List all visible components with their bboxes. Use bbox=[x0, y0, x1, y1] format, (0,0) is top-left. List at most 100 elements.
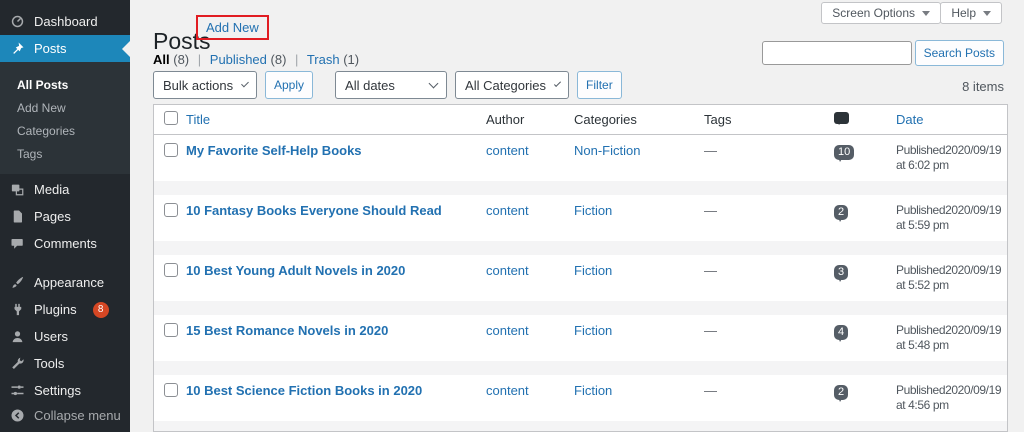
post-title-link[interactable]: 10 Best Young Adult Novels in 2020 bbox=[186, 263, 406, 278]
post-title-link[interactable]: 15 Best Romance Novels in 2020 bbox=[186, 323, 389, 338]
chevron-down-icon bbox=[241, 79, 249, 87]
sidebar-item-media[interactable]: Media bbox=[0, 176, 130, 203]
sidebar-item-plugins[interactable]: Plugins 8 bbox=[0, 296, 130, 323]
collapse-menu-button[interactable]: Collapse menu bbox=[0, 402, 130, 429]
chevron-down-icon bbox=[922, 10, 930, 16]
help-button[interactable]: Help bbox=[940, 2, 1002, 24]
table-row: My Favorite Self-Help Books content Non-… bbox=[154, 135, 1007, 195]
submenu-item-categories[interactable]: Categories bbox=[17, 124, 76, 138]
chevron-down-icon bbox=[428, 78, 439, 88]
row-checkbox[interactable] bbox=[164, 323, 178, 337]
sidebar-item-comments[interactable]: Comments bbox=[0, 230, 130, 257]
sidebar-item-pages[interactable]: Pages bbox=[0, 203, 130, 230]
chevron-down-icon bbox=[553, 79, 562, 87]
search-input[interactable] bbox=[762, 41, 912, 65]
table-row: 15 Best Romance Novels in 2020 content F… bbox=[154, 315, 1007, 375]
row-checkbox[interactable] bbox=[164, 383, 178, 397]
category-link[interactable]: Non-Fiction bbox=[574, 143, 641, 158]
sidebar-item-users[interactable]: Users bbox=[0, 323, 130, 350]
post-title-link[interactable]: 10 Best Science Fiction Books in 2020 bbox=[186, 383, 423, 398]
row-checkbox[interactable] bbox=[164, 263, 178, 277]
table-header-row: Title Author Categories Tags Date bbox=[154, 105, 1007, 135]
collapse-arrow-icon bbox=[9, 408, 25, 424]
sidebar-item-label: Tools bbox=[34, 356, 65, 371]
submenu-item-all-posts[interactable]: All Posts bbox=[17, 78, 69, 92]
sidebar-item-dashboard[interactable]: Dashboard bbox=[0, 8, 130, 35]
sidebar-item-settings[interactable]: Settings bbox=[0, 377, 130, 404]
date-cell: Published2020/09/19 at 5:48 pm bbox=[896, 323, 1002, 352]
author-link[interactable]: content bbox=[486, 143, 529, 158]
row-checkbox[interactable] bbox=[164, 203, 178, 217]
author-link[interactable]: content bbox=[486, 383, 529, 398]
author-link[interactable]: content bbox=[486, 203, 529, 218]
all-dates-select[interactable]: All dates bbox=[335, 71, 448, 99]
filter-button[interactable]: Filter bbox=[577, 71, 622, 99]
collapse-menu-label: Collapse menu bbox=[34, 408, 121, 423]
comment-count-bubble[interactable]: 10 bbox=[834, 145, 855, 162]
view-trash-count: (1) bbox=[343, 52, 360, 67]
date-cell: Published2020/09/19 at 5:52 pm bbox=[896, 263, 1002, 292]
categories-header: Categories bbox=[574, 112, 637, 127]
chevron-down-icon bbox=[983, 10, 991, 16]
list-toolbar: Bulk actions Apply All dates All Categor… bbox=[153, 71, 622, 99]
table-row: 10 Best Young Adult Novels in 2020 conte… bbox=[154, 255, 1007, 315]
sidebar-item-label: Dashboard bbox=[34, 14, 98, 29]
sidebar-item-label: Media bbox=[34, 182, 70, 197]
select-all-checkbox[interactable] bbox=[164, 111, 178, 125]
author-link[interactable]: content bbox=[486, 263, 529, 278]
sidebar-item-appearance[interactable]: Appearance bbox=[0, 269, 130, 296]
view-all-count: (8) bbox=[173, 52, 190, 67]
author-header: Author bbox=[486, 112, 525, 127]
row-checkbox[interactable] bbox=[164, 143, 178, 157]
screen-options-button[interactable]: Screen Options bbox=[821, 2, 941, 24]
search-posts-button[interactable]: Search Posts bbox=[914, 40, 1004, 66]
apply-button[interactable]: Apply bbox=[265, 71, 314, 99]
comments-header-icon bbox=[834, 112, 849, 125]
table-row: 10 Fantasy Books Everyone Should Read co… bbox=[154, 195, 1007, 255]
sidebar-item-label: Plugins bbox=[34, 302, 77, 317]
annotation-highlight-box: Add New bbox=[196, 15, 269, 40]
post-title-link[interactable]: 10 Fantasy Books Everyone Should Read bbox=[186, 203, 442, 218]
sidebar-item-tools[interactable]: Tools bbox=[0, 350, 130, 377]
sidebar-item-posts[interactable]: Posts bbox=[0, 35, 130, 62]
plugins-update-badge: 8 bbox=[92, 301, 109, 318]
sidebar-item-label: Users bbox=[34, 329, 68, 344]
sidebar-item-label: Appearance bbox=[34, 275, 105, 290]
tags-value: — bbox=[704, 143, 717, 158]
page-title: Posts bbox=[153, 28, 211, 55]
category-link[interactable]: Fiction bbox=[574, 203, 613, 218]
post-title-link[interactable]: My Favorite Self-Help Books bbox=[186, 143, 362, 158]
table-row: 10 Best Science Fiction Books in 2020 co… bbox=[154, 375, 1007, 431]
view-published-link[interactable]: Published bbox=[209, 52, 267, 67]
all-categories-select[interactable]: All Categories bbox=[455, 71, 570, 99]
dashboard-icon bbox=[9, 14, 25, 30]
view-all-link[interactable]: All bbox=[153, 52, 170, 67]
sidebar-item-label: Comments bbox=[34, 236, 97, 251]
category-link[interactable]: Fiction bbox=[574, 383, 613, 398]
comment-count-bubble[interactable]: 4 bbox=[834, 325, 849, 342]
add-new-button[interactable]: Add New bbox=[206, 20, 259, 35]
pin-icon bbox=[9, 41, 25, 57]
comment-count-bubble[interactable]: 3 bbox=[834, 265, 849, 282]
posts-table: Title Author Categories Tags Date My Fav… bbox=[153, 104, 1008, 432]
category-link[interactable]: Fiction bbox=[574, 263, 613, 278]
submenu-item-add-new[interactable]: Add New bbox=[17, 101, 66, 115]
sidebar-item-label: Settings bbox=[34, 383, 81, 398]
category-link[interactable]: Fiction bbox=[574, 323, 613, 338]
author-link[interactable]: content bbox=[486, 323, 529, 338]
comment-count-bubble[interactable]: 2 bbox=[834, 205, 849, 222]
posts-submenu: All Posts Add New Categories Tags bbox=[0, 62, 130, 174]
items-count: 8 items bbox=[962, 79, 1004, 94]
comment-count-bubble[interactable]: 2 bbox=[834, 385, 849, 402]
view-trash-link[interactable]: Trash bbox=[306, 52, 340, 67]
sort-by-title-header[interactable]: Title bbox=[186, 112, 211, 127]
active-menu-arrow bbox=[122, 40, 130, 57]
bulk-actions-select[interactable]: Bulk actions bbox=[153, 71, 257, 99]
submenu-item-tags[interactable]: Tags bbox=[17, 147, 43, 161]
date-cell: Published2020/09/19 at 4:56 pm bbox=[896, 383, 1002, 412]
pages-icon bbox=[9, 209, 25, 225]
date-cell: Published2020/09/19 at 5:59 pm bbox=[896, 203, 1002, 232]
sort-by-date-header[interactable]: Date bbox=[896, 112, 924, 127]
tags-value: — bbox=[704, 323, 717, 338]
settings-icon bbox=[9, 383, 25, 399]
